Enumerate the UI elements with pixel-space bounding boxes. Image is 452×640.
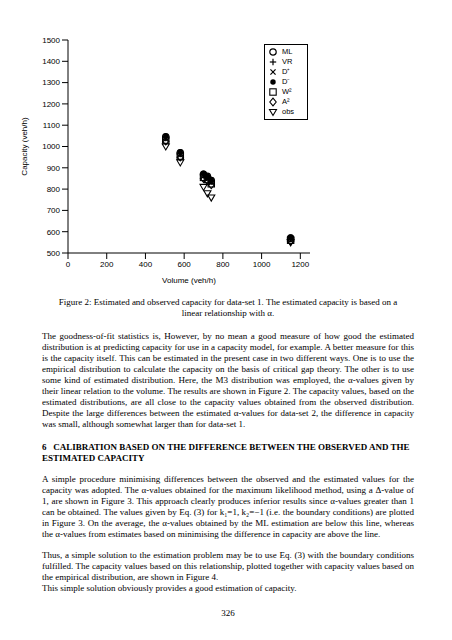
svg-text:1100: 1100: [43, 121, 61, 130]
svg-text:800: 800: [216, 260, 230, 269]
html-text:D⁺: D⁺: [282, 67, 291, 76]
html-text:Figure 2: Estimated and observ: Figure 2: Estimated and observed capacit…: [58, 297, 398, 318]
svg-text:400: 400: [139, 260, 153, 269]
svg-text:1200: 1200: [42, 100, 60, 109]
html-text:A²: A²: [282, 97, 290, 106]
html-text:326: 326: [221, 608, 235, 618]
svg-text:1000: 1000: [253, 260, 271, 269]
html-text:VR: VR: [282, 57, 293, 66]
html-text:W²: W²: [282, 87, 292, 96]
html-text:6 CALIBRATION BASED ON THE DIF: 6 CALIBRATION BASED ON THE DIFFERENCE BE…: [42, 442, 412, 463]
svg-text:600: 600: [177, 260, 191, 269]
svg-text:500: 500: [47, 249, 61, 258]
svg-text:1300: 1300: [42, 78, 60, 87]
html-text:obs: obs: [282, 107, 295, 116]
svg-text:1400: 1400: [42, 57, 60, 66]
svg-text:Capacity (veh/h): Capacity (veh/h): [20, 117, 29, 176]
html-text:The goodness-of-fit statistics: The goodness-of-fit statistics is, Howev…: [42, 331, 414, 429]
svg-text:Volume (veh/h): Volume (veh/h): [162, 276, 216, 285]
html-text:This simple solution obviously: This simple solution obviously provides …: [42, 583, 297, 593]
html-text:A simple procedure minimising: A simple procedure minimising difference…: [42, 474, 414, 539]
html-text:D⁻: D⁻: [282, 77, 291, 86]
svg-text:1500: 1500: [42, 36, 60, 45]
svg-text:1200: 1200: [291, 260, 309, 269]
svg-text:800: 800: [47, 185, 61, 194]
svg-text:1000: 1000: [42, 142, 60, 151]
svg-text:700: 700: [47, 206, 61, 215]
html-text:ML: ML: [282, 47, 293, 56]
svg-text:200: 200: [100, 260, 114, 269]
html-text:Thus, a simple solution to the: Thus, a simple solution to the estimatio…: [42, 550, 414, 582]
svg-text:0: 0: [66, 260, 71, 269]
svg-text:900: 900: [47, 164, 61, 173]
svg-text:600: 600: [47, 228, 61, 237]
